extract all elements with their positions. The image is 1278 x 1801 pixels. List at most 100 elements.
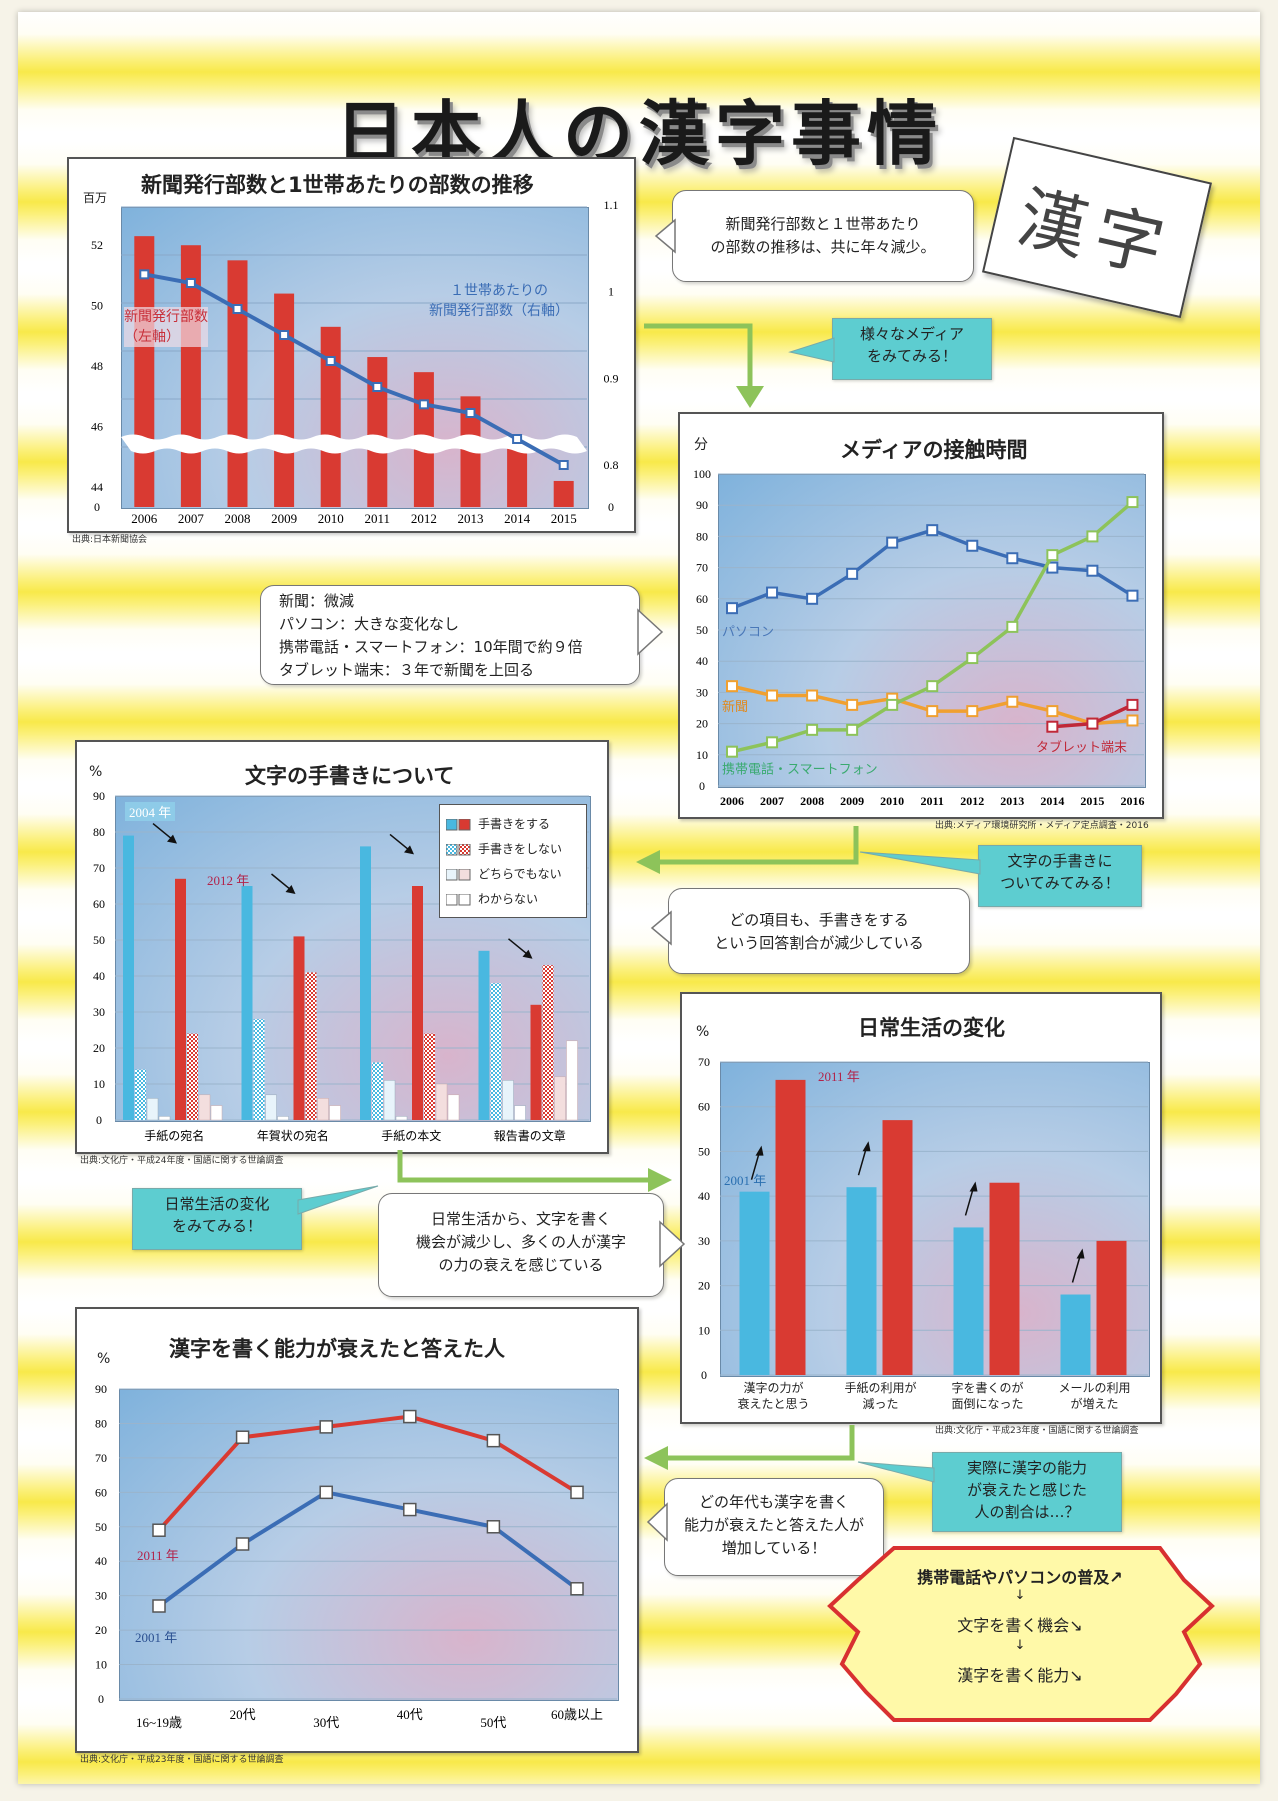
chart2-point	[1006, 552, 1019, 565]
summary-box: 携帯電話やパソコンの普及↗ ↓ 文字を書く機会↘ ↓ 漢字を書く能力↘	[840, 1560, 1200, 1710]
chart4-trend-arrow	[1071, 1254, 1082, 1283]
chart3-bar-2012	[435, 1083, 448, 1121]
chart3-y-tick: 60	[93, 897, 105, 911]
chart2-x-tick: 2007	[760, 794, 784, 808]
chart3-y-tick: 10	[93, 1077, 105, 1091]
chart2-point	[1006, 620, 1019, 633]
bubble1-tail	[654, 218, 676, 254]
chart2-x-tick: 2016	[1120, 794, 1144, 808]
chart5-x-tick: 20代	[230, 1707, 256, 1722]
chart1-line-point	[558, 460, 569, 470]
bubble2-line3: 携帯電話・スマートフォン：10年間で約９倍	[279, 638, 583, 656]
chart3-legend-row: どちらでもない	[445, 865, 562, 883]
chart2-point	[726, 680, 738, 693]
chart4-panel: 日常生活の変化 % 0 10 20 30 40 50 60 70 2001 年 2011 年 …	[680, 992, 1162, 1424]
chart4-bar-2011	[882, 1120, 913, 1375]
chart1-y-tick-right: 1	[608, 285, 614, 299]
chart3-trend-arrowhead	[404, 845, 414, 855]
bubble4-line1: 日常生活から、文字を書く	[430, 1210, 611, 1228]
bubble2-tail	[637, 608, 664, 656]
chart2-point	[886, 536, 899, 549]
chart4-x-tick: 手紙の利用が 減った	[829, 1380, 933, 1412]
chart2-source: 出典:メディア環境研究所・メディア定点調査・2016	[935, 821, 1149, 831]
chart2-label-pc: パソコン	[722, 624, 774, 639]
chart1-x-tick: 2006	[131, 511, 158, 526]
callout1-line2: をみてみる！	[866, 347, 957, 365]
chart3-bar-2012	[293, 936, 305, 1120]
chart1-label-bar-line1: 新聞発行部数	[124, 309, 208, 325]
chart4-x-tick-line: 面倒になった	[951, 1397, 1024, 1411]
chart3-legend-swatch	[445, 843, 471, 855]
chart2-point	[926, 680, 939, 693]
chart2-point	[846, 698, 859, 711]
chart5-panel: 漢字を書く能力が衰えたと答えた人 % 0 10 20 30 40 50 60 70 80 90 16…	[75, 1307, 639, 1753]
chart2-point	[846, 723, 859, 736]
chart1-bar	[507, 444, 528, 507]
callout4-tail	[857, 1461, 935, 1483]
chart5-y-tick: 0	[98, 1692, 104, 1706]
chart5-point	[152, 1523, 166, 1537]
bubble-handwriting-summary: どの項目も、手書きをする という回答割合が減少している	[668, 888, 970, 974]
chart4-x-tick-line: 手紙の利用が	[844, 1381, 917, 1395]
chart1-y-tick-left: 50	[91, 299, 103, 313]
chart3-legend: 手書きをする 手書きをしない どちらでもない わからない	[439, 804, 587, 918]
chart4-year-a: 2001 年	[724, 1173, 767, 1188]
chart3-y-tick: 0	[96, 1113, 102, 1127]
chart3-source: 出典:文化庁・平成24年度・国語に関する世論調査	[80, 1156, 284, 1166]
bubble2-line4: タブレット端末：３年で新聞を上回る	[279, 661, 535, 679]
arrow-head-2	[636, 850, 660, 874]
chart2-point	[846, 567, 859, 580]
chart4-ylabel: %	[696, 1024, 710, 1040]
chart2-title: メディアの接触時間	[840, 438, 1028, 462]
chart2-y-tick: 60	[696, 592, 708, 606]
callout4-line2: が衰えたと感じた	[966, 1481, 1087, 1499]
chart5-series-line	[157, 1414, 579, 1532]
chart4-trend-arrowhead	[1076, 1248, 1085, 1259]
chart5-y-tick: 80	[95, 1416, 107, 1430]
chart4-bar-2001	[739, 1191, 770, 1375]
chart1-bar	[274, 293, 295, 507]
chart3-legend-swatch	[445, 893, 471, 905]
bubble5-line3: 増加している！	[721, 1539, 827, 1557]
chart3-bar-2004	[490, 983, 502, 1120]
bubble5-line2: 能力が衰えたと答えた人が	[683, 1516, 864, 1534]
chart5-y-tick: 60	[95, 1485, 107, 1499]
callout4-line1: 実際に漢字の能力	[966, 1459, 1087, 1477]
chart2-point	[966, 652, 979, 665]
chart4-x-tick-line: 減った	[862, 1397, 899, 1411]
chart3-y-tick: 40	[93, 969, 105, 983]
bubble-newspaper-summary: 新聞発行部数と１世帯あたり の部数の推移は、共に年々減少。	[672, 190, 974, 282]
summary-line2: 文字を書く機会↘	[957, 1616, 1083, 1635]
chart2-point	[806, 592, 819, 605]
chart2-x-tick: 2011	[921, 794, 944, 808]
bubble2-line1: 新聞：微減	[279, 592, 355, 610]
chart2-point	[966, 705, 979, 718]
bubble2-line2: パソコン：大きな変化なし	[279, 615, 460, 633]
chart2-point	[766, 689, 779, 702]
chart2-panel: メディアの接触時間 分 0 10 20 30 40 50 60 70 80 90 100 2006 20…	[678, 412, 1164, 819]
chart2-point	[1126, 589, 1139, 602]
chart3-bar-2012	[542, 965, 554, 1120]
chart3-bar-2012	[566, 1040, 578, 1121]
chart3-legend-label: どちらでもない	[478, 867, 562, 881]
chart5-svg: 0 10 20 30 40 50 60 70 80 90 16~19歳 20代 30代 40代 50代 60歳…	[95, 1382, 617, 1730]
chart5-y-tick: 90	[95, 1382, 107, 1396]
bubble3-line1: どの項目も、手書きをする	[729, 911, 909, 929]
chart2-x-tick: 2015	[1080, 794, 1104, 808]
chart3-bar-2004	[383, 1080, 396, 1121]
chart2-point	[886, 698, 899, 711]
chart1-y-tick-right: 0.8	[604, 458, 619, 472]
chart2-x-tick: 2009	[840, 794, 864, 808]
chart2-x-tick: 2014	[1040, 794, 1064, 808]
chart5-series-line	[157, 1490, 579, 1608]
chart3-x-tick: 手紙の宛名	[144, 1128, 204, 1143]
chart2-y-tick: 50	[696, 623, 708, 637]
chart2-point	[806, 723, 819, 736]
chart2-point	[726, 745, 738, 758]
chart4-y-tick: 10	[698, 1323, 710, 1337]
chart5-y-tick: 40	[95, 1554, 107, 1568]
chart3-bar-2004	[478, 950, 490, 1120]
chart5-plot	[119, 1389, 619, 1701]
chart5-point	[235, 1430, 250, 1444]
chart5-y-tick: 10	[95, 1658, 107, 1672]
